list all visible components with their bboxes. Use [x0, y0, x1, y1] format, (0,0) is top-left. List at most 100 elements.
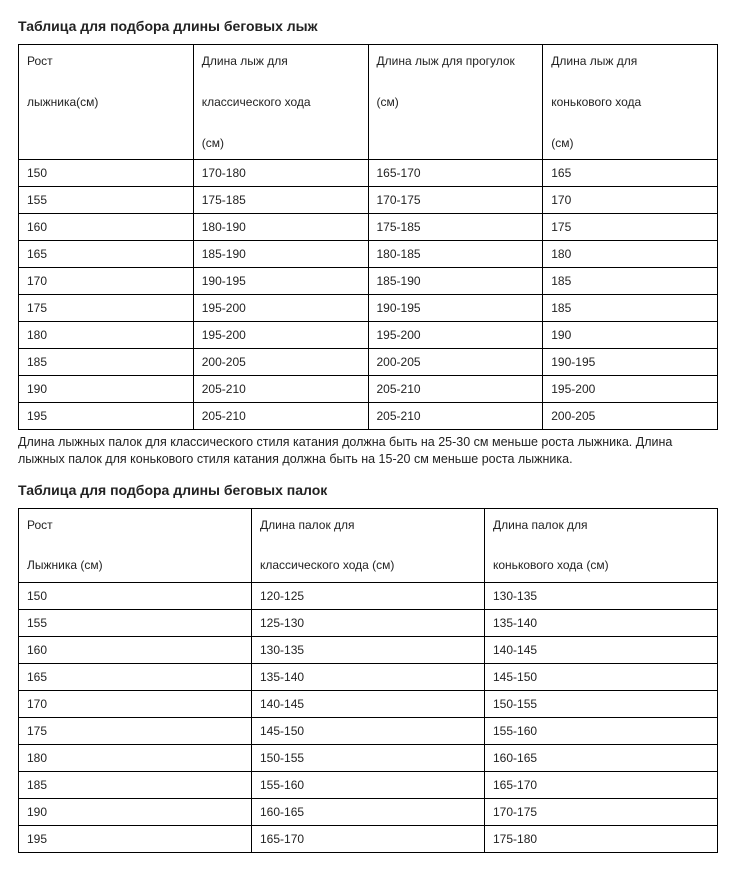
skis-col-height: Рост лыжника(см) — [19, 45, 194, 160]
table-cell: 190 — [543, 321, 718, 348]
table-cell: 140-145 — [485, 636, 718, 663]
poles-col-classic: Длина палок для классического хода (см) — [252, 508, 485, 582]
table-cell: 185-190 — [193, 240, 368, 267]
table-cell: 170-175 — [485, 798, 718, 825]
table-row: 150170-180165-170165 — [19, 159, 718, 186]
table-cell: 185 — [19, 771, 252, 798]
table-cell: 175-185 — [368, 213, 543, 240]
table-cell: 150-155 — [485, 690, 718, 717]
table-cell: 175-180 — [485, 825, 718, 852]
table-cell: 135-140 — [485, 609, 718, 636]
table-cell: 170 — [543, 186, 718, 213]
table-cell: 200-205 — [368, 348, 543, 375]
table-row: 190160-165170-175 — [19, 798, 718, 825]
table-cell: 155 — [19, 609, 252, 636]
table-cell: 175 — [543, 213, 718, 240]
table-cell: 195 — [19, 402, 194, 429]
table-row: 175195-200190-195185 — [19, 294, 718, 321]
table-cell: 170-175 — [368, 186, 543, 213]
table-row: 180150-155160-165 — [19, 744, 718, 771]
table-row: 170190-195185-190185 — [19, 267, 718, 294]
table-cell: 165 — [543, 159, 718, 186]
table-cell: 175 — [19, 294, 194, 321]
skis-col-walk: Длина лыж для прогулок (см) — [368, 45, 543, 160]
table-row: 165185-190180-185180 — [19, 240, 718, 267]
table-cell: 170 — [19, 690, 252, 717]
table-cell: 155 — [19, 186, 194, 213]
table-cell: 195-200 — [193, 294, 368, 321]
table-cell: 205-210 — [193, 402, 368, 429]
table-cell: 165-170 — [485, 771, 718, 798]
table-cell: 160-165 — [252, 798, 485, 825]
table-cell: 205-210 — [193, 375, 368, 402]
table-row: 155125-130135-140 — [19, 609, 718, 636]
table-cell: 175 — [19, 717, 252, 744]
poles-col-height: Рост Лыжника (см) — [19, 508, 252, 582]
table-row: 170140-145150-155 — [19, 690, 718, 717]
table-cell: 155-160 — [485, 717, 718, 744]
table-cell: 165-170 — [252, 825, 485, 852]
table-cell: 185 — [543, 294, 718, 321]
table-cell: 180-190 — [193, 213, 368, 240]
table-cell: 165 — [19, 240, 194, 267]
table-cell: 170 — [19, 267, 194, 294]
note-text: Длина лыжных палок для классического сти… — [18, 434, 718, 468]
table-cell: 190-195 — [543, 348, 718, 375]
table-cell: 150 — [19, 582, 252, 609]
table-cell: 190-195 — [193, 267, 368, 294]
poles-table-title: Таблица для подбора длины беговых палок — [18, 482, 718, 498]
table-cell: 160 — [19, 636, 252, 663]
table-cell: 165-170 — [368, 159, 543, 186]
table-cell: 195-200 — [193, 321, 368, 348]
table-cell: 205-210 — [368, 375, 543, 402]
table-row: 185155-160165-170 — [19, 771, 718, 798]
table-cell: 205-210 — [368, 402, 543, 429]
table-cell: 120-125 — [252, 582, 485, 609]
table-cell: 150 — [19, 159, 194, 186]
table-cell: 130-135 — [252, 636, 485, 663]
table-cell: 195-200 — [543, 375, 718, 402]
table-row: 190205-210205-210195-200 — [19, 375, 718, 402]
table-cell: 170-180 — [193, 159, 368, 186]
table-cell: 185 — [19, 348, 194, 375]
table-row: 165135-140145-150 — [19, 663, 718, 690]
table-row: 195205-210205-210200-205 — [19, 402, 718, 429]
table-cell: 180 — [543, 240, 718, 267]
poles-table: Рост Лыжника (см) Длина палок для класси… — [18, 508, 718, 853]
table-cell: 175-185 — [193, 186, 368, 213]
table-row: 175145-150155-160 — [19, 717, 718, 744]
table-row: 155175-185170-175170 — [19, 186, 718, 213]
table-cell: 190 — [19, 375, 194, 402]
table-cell: 195-200 — [368, 321, 543, 348]
table-cell: 130-135 — [485, 582, 718, 609]
table-cell: 160-165 — [485, 744, 718, 771]
table-cell: 180 — [19, 321, 194, 348]
skis-header-row: Рост лыжника(см) Длина лыж для классичес… — [19, 45, 718, 160]
table-cell: 185-190 — [368, 267, 543, 294]
table-cell: 200-205 — [543, 402, 718, 429]
table-row: 160180-190175-185175 — [19, 213, 718, 240]
table-cell: 190-195 — [368, 294, 543, 321]
skis-table-title: Таблица для подбора длины беговых лыж — [18, 18, 718, 34]
table-cell: 195 — [19, 825, 252, 852]
table-row: 160130-135140-145 — [19, 636, 718, 663]
skis-col-skate: Длина лыж для конькового хода (см) — [543, 45, 718, 160]
table-cell: 145-150 — [485, 663, 718, 690]
table-cell: 160 — [19, 213, 194, 240]
table-row: 195165-170175-180 — [19, 825, 718, 852]
skis-table: Рост лыжника(см) Длина лыж для классичес… — [18, 44, 718, 430]
table-cell: 135-140 — [252, 663, 485, 690]
poles-col-skate: Длина палок для конькового хода (см) — [485, 508, 718, 582]
table-cell: 165 — [19, 663, 252, 690]
table-cell: 190 — [19, 798, 252, 825]
table-cell: 185 — [543, 267, 718, 294]
table-row: 150120-125130-135 — [19, 582, 718, 609]
table-cell: 145-150 — [252, 717, 485, 744]
table-cell: 155-160 — [252, 771, 485, 798]
table-cell: 180-185 — [368, 240, 543, 267]
table-cell: 150-155 — [252, 744, 485, 771]
table-cell: 200-205 — [193, 348, 368, 375]
table-cell: 125-130 — [252, 609, 485, 636]
table-row: 185200-205200-205190-195 — [19, 348, 718, 375]
table-cell: 180 — [19, 744, 252, 771]
